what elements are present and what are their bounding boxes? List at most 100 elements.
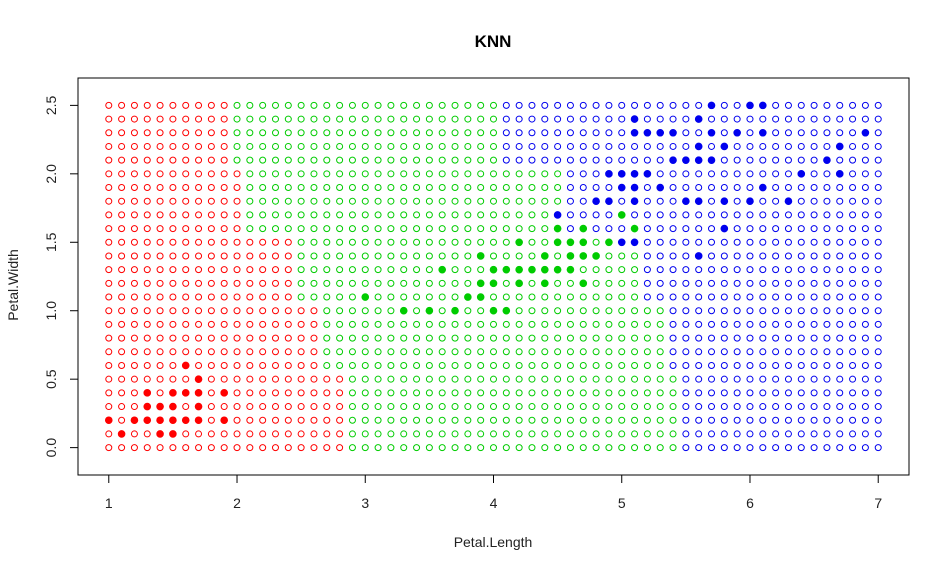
grid-point: [143, 197, 151, 205]
grid-point: [310, 430, 318, 438]
grid-point: [233, 156, 241, 164]
grid-point: [566, 170, 574, 178]
data-point: [579, 224, 588, 233]
grid-point: [797, 416, 805, 424]
grid-point: [528, 184, 536, 192]
grid-point: [297, 279, 305, 287]
grid-point: [528, 444, 536, 452]
grid-point: [618, 156, 626, 164]
data-point: [566, 252, 575, 260]
grid-point: [541, 334, 549, 342]
grid-point: [541, 307, 549, 315]
grid-point: [182, 184, 190, 192]
grid-point: [592, 211, 600, 219]
grid-point: [348, 184, 356, 192]
grid-point: [733, 361, 741, 369]
grid-point: [271, 361, 279, 369]
grid-point: [592, 375, 600, 383]
grid-point: [374, 361, 382, 369]
grid-point: [874, 416, 882, 424]
grid-point: [515, 129, 523, 137]
grid-point: [336, 307, 344, 315]
grid-point: [528, 293, 536, 301]
grid-point: [656, 225, 664, 233]
data-point: [117, 430, 126, 438]
grid-point: [772, 115, 780, 123]
grid-point: [348, 225, 356, 233]
grid-point: [746, 238, 754, 246]
grid-point: [797, 252, 805, 260]
grid-point: [233, 142, 241, 150]
grid-point: [451, 142, 459, 150]
grid-point: [348, 375, 356, 383]
grid-point: [605, 156, 613, 164]
grid-point: [464, 129, 472, 137]
grid-point: [836, 184, 844, 192]
grid-point: [823, 307, 831, 315]
grid-point: [464, 334, 472, 342]
data-point: [515, 238, 523, 247]
grid-point: [528, 348, 536, 356]
grid-point: [669, 416, 677, 424]
grid-point: [182, 279, 190, 287]
grid-point: [618, 115, 626, 123]
grid-point: [387, 238, 395, 246]
grid-point: [631, 293, 639, 301]
grid-point: [810, 129, 818, 137]
grid-point: [105, 184, 113, 192]
grid-point: [566, 307, 574, 315]
grid-point: [284, 170, 292, 178]
grid-point: [605, 293, 613, 301]
grid-point: [566, 156, 574, 164]
grid-point: [849, 211, 857, 219]
grid-point: [477, 361, 485, 369]
grid-point: [643, 334, 651, 342]
grid-point: [579, 348, 587, 356]
grid-point: [336, 197, 344, 205]
grid-point: [682, 416, 690, 424]
chart-title: KNN: [475, 32, 512, 51]
grid-point: [259, 416, 267, 424]
grid-point: [502, 348, 510, 356]
grid-point: [515, 197, 523, 205]
grid-point: [656, 266, 664, 274]
grid-point: [733, 252, 741, 260]
grid-point: [207, 252, 215, 260]
grid-point: [631, 375, 639, 383]
data-point: [630, 183, 639, 192]
grid-point: [438, 129, 446, 137]
grid-point: [772, 389, 780, 397]
grid-point: [669, 320, 677, 328]
grid-point: [451, 238, 459, 246]
grid-point: [605, 444, 613, 452]
grid-point: [336, 142, 344, 150]
grid-point: [310, 197, 318, 205]
grid-point: [169, 170, 177, 178]
grid-point: [477, 375, 485, 383]
grid-point: [643, 444, 651, 452]
grid-point: [271, 416, 279, 424]
grid-point: [669, 361, 677, 369]
grid-point: [387, 307, 395, 315]
grid-point: [246, 293, 254, 301]
y-tick-label: 0.5: [43, 369, 59, 389]
grid-point: [143, 142, 151, 150]
grid-point: [233, 361, 241, 369]
grid-point: [746, 444, 754, 452]
grid-point: [464, 361, 472, 369]
grid-point: [631, 416, 639, 424]
grid-point: [708, 197, 716, 205]
data-point: [720, 142, 729, 151]
grid-point: [618, 403, 626, 411]
grid-point: [425, 238, 433, 246]
grid-point: [220, 238, 228, 246]
grid-point: [438, 375, 446, 383]
grid-point: [823, 101, 831, 109]
grid-point: [784, 403, 792, 411]
grid-point: [464, 307, 472, 315]
grid-point: [720, 170, 728, 178]
data-point: [220, 416, 228, 425]
grid-point: [413, 156, 421, 164]
grid-point: [182, 252, 190, 260]
grid-point: [823, 361, 831, 369]
